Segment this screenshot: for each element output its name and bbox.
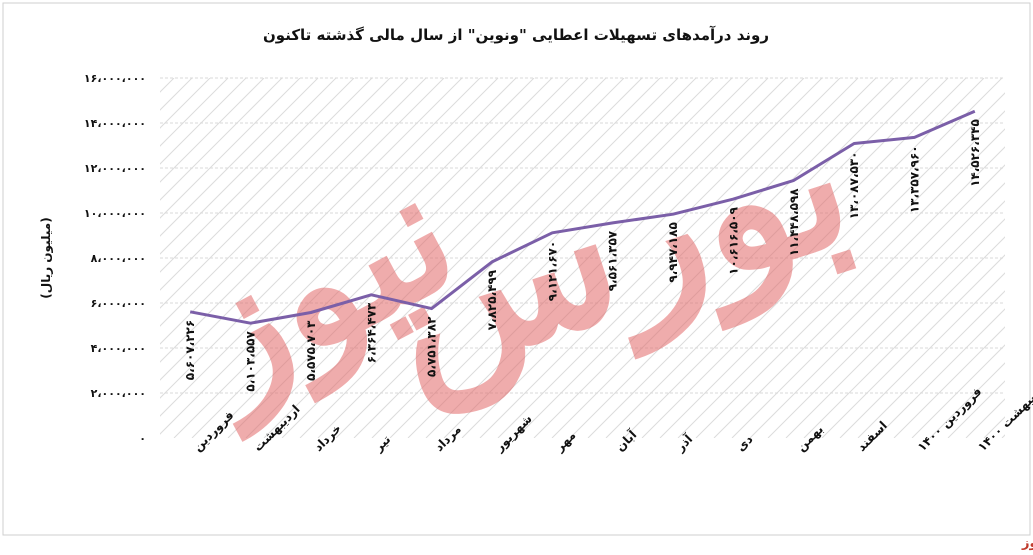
hatch-line xyxy=(160,78,355,273)
y-axis-label: (میلیون ریال) xyxy=(39,217,54,298)
hatch-line xyxy=(160,78,265,183)
hatch-line xyxy=(443,78,805,438)
data-labels: ۵،۶۰۷،۲۲۶ ۵،۱۰۳،۵۵۷ ۵،۵۷۵،۷۰۳ ۶،۳۶۴،۴۷۳ ۵،۷۵… xyxy=(183,119,982,391)
y-tick-label: ۶،۰۰۰،۰۰۰ xyxy=(91,297,146,310)
gridlines xyxy=(160,77,1005,394)
hatch-line xyxy=(263,78,625,438)
y-tick-label: ۰ xyxy=(139,432,146,445)
hatch-line xyxy=(533,78,895,438)
data-label: ۹،۱۲۱،۶۷۰ xyxy=(545,241,559,301)
hatch-line xyxy=(839,272,1005,438)
hatch-line xyxy=(160,78,247,165)
data-label: ۵،۷۵۱،۳۸۲ xyxy=(425,316,439,377)
y-tick-label: ۸،۰۰۰،۰۰۰ xyxy=(91,252,146,265)
y-tick-label: ۱۲،۰۰۰،۰۰۰ xyxy=(84,162,146,175)
hatch-line xyxy=(160,78,301,219)
data-label: ۱۴،۵۲۶،۳۴۵ xyxy=(968,119,982,187)
series-line xyxy=(189,109,976,325)
y-tick-label: ۱۰،۰۰۰،۰۰۰ xyxy=(84,207,146,220)
data-label: ۱۱،۴۴۸،۵۹۸ xyxy=(787,188,801,256)
series-line-group xyxy=(189,109,976,325)
data-label: ۵،۶۰۷،۲۲۶ xyxy=(183,320,197,380)
hatch-line xyxy=(875,308,1005,438)
chart-title: روند درآمدهای تسهیلات اعطایی "ونوین" از … xyxy=(263,26,769,44)
hatch-line xyxy=(911,344,1005,438)
chart-frame xyxy=(2,2,1031,536)
hatch-line xyxy=(893,326,1005,438)
hatch-line xyxy=(173,78,535,438)
hatch-line xyxy=(623,78,985,438)
data-label: ۱۰،۶۱۶،۵۰۹ xyxy=(726,206,740,274)
data-label: ۹،۹۴۷،۱۸۵ xyxy=(666,222,680,282)
hatch-line xyxy=(160,78,229,147)
hatch-line xyxy=(803,236,1005,438)
data-label: ۶،۳۶۴،۴۷۳ xyxy=(364,302,378,363)
data-label: ۷،۸۲۵،۴۹۹ xyxy=(485,269,499,330)
hatch-line xyxy=(160,78,283,201)
y-tick-label: ۱۶،۰۰۰،۰۰۰ xyxy=(84,72,146,85)
data-label: ۱۳،۳۵۷،۹۶۰ xyxy=(908,145,922,213)
hatch-line xyxy=(160,78,337,255)
y-axis-ticks: ۰ ۲،۰۰۰،۰۰۰ ۴،۰۰۰،۰۰۰ ۶،۰۰۰،۰۰۰ ۸،۰۰۰،۰۰۰ ۱۰،… xyxy=(84,72,146,445)
y-tick-label: ۲،۰۰۰،۰۰۰ xyxy=(91,387,146,400)
hatch-line xyxy=(857,290,1005,438)
y-tick-label: ۴،۰۰۰،۰۰۰ xyxy=(91,342,146,355)
data-label: ۹،۵۶۱،۳۵۷ xyxy=(606,230,620,291)
hatch-line xyxy=(929,362,1005,438)
brand-label: بورس نیوز xyxy=(1021,536,1033,551)
data-label: ۵،۵۷۵،۷۰۳ xyxy=(304,320,318,381)
data-label: ۱۳،۰۸۷،۵۳۰ xyxy=(847,152,861,220)
hatch-line xyxy=(160,78,319,237)
hatch-line xyxy=(353,78,715,438)
data-label: ۵،۱۰۳،۵۵۷ xyxy=(244,331,258,392)
hatch-line xyxy=(160,78,445,363)
y-tick-label: ۱۴،۰۰۰،۰۰۰ xyxy=(84,117,146,130)
hatch-line xyxy=(713,146,1005,438)
